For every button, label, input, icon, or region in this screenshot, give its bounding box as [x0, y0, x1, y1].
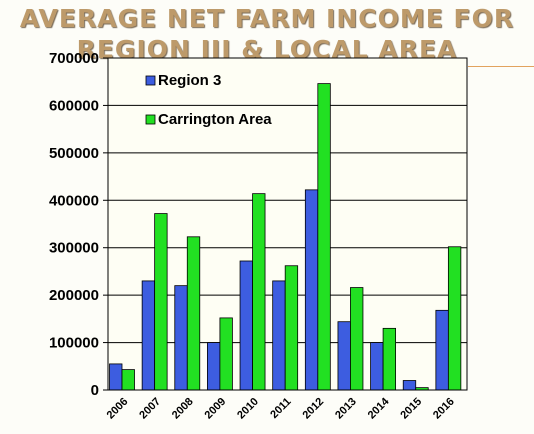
bar-carrington-area-2006	[121, 369, 135, 391]
bar-region-3-2014	[370, 342, 384, 391]
bar-carrington-area-2007	[154, 213, 168, 391]
x-tick-label: 2009	[203, 396, 229, 422]
y-tick-label: 200000	[49, 287, 99, 304]
y-tick-label: 0	[91, 382, 99, 399]
bar-region-3-2016	[435, 309, 449, 391]
bar-region-3-2011	[272, 280, 286, 391]
y-tick-label: 400000	[49, 192, 99, 209]
legend-swatch	[145, 75, 156, 86]
x-tick-label: 2016	[431, 396, 457, 422]
bar-carrington-area-2008	[186, 236, 201, 391]
bar-carrington-area-2013	[350, 287, 364, 391]
x-tick-label: 2012	[300, 396, 326, 422]
x-tick-label: 2011	[268, 396, 293, 421]
y-tick-label: 600000	[49, 97, 99, 114]
y-tick-label: 500000	[49, 145, 99, 162]
bar-region-3-2015	[402, 380, 417, 391]
bar-region-3-2007	[141, 280, 156, 391]
legend-label: Region 3	[158, 72, 221, 89]
legend-label: Carrington Area	[158, 111, 272, 128]
bar-region-3-2008	[174, 285, 188, 391]
bar-region-3-2013	[337, 321, 351, 391]
y-tick-label: 300000	[49, 240, 99, 257]
bar-carrington-area-2012	[317, 83, 331, 391]
y-tick-label: 700000	[49, 50, 99, 67]
x-tick-label: 2015	[398, 396, 424, 422]
x-tick-label: 2007	[137, 396, 163, 422]
bar-carrington-area-2011	[284, 265, 299, 391]
bar-region-3-2012	[304, 189, 319, 391]
bar-carrington-area-2016	[447, 246, 462, 391]
bar-carrington-area-2014	[382, 327, 396, 391]
legend-swatch	[145, 114, 156, 125]
plot-border	[107, 57, 468, 391]
legend: Region 3 Carrington Area	[145, 72, 272, 128]
x-tick-label: 2014	[366, 395, 392, 421]
bar-region-3-2010	[239, 260, 253, 391]
bar-carrington-area-2009	[219, 317, 233, 391]
x-tick-label: 2008	[170, 396, 196, 422]
y-axis-ticks: 0 100000 200000 300000 400000 500000 600000 700…	[49, 50, 108, 399]
bar-region-3-2009	[207, 342, 221, 391]
y-tick-label: 100000	[49, 335, 99, 352]
bar-carrington-area-2010	[252, 193, 266, 391]
chart-title-line-1: AVERAGE NET FARM INCOME FOR	[19, 4, 515, 33]
x-tick-label: 2013	[333, 396, 359, 422]
accent-line	[468, 66, 534, 67]
x-axis-ticks: 2006 2007 2008 2009 2010 2011 2012 2013 2014 2015…	[105, 395, 457, 421]
bars	[109, 83, 462, 391]
bar-region-3-2006	[109, 363, 123, 391]
x-tick-label: 2006	[105, 396, 131, 422]
x-tick-label: 2010	[235, 396, 261, 422]
